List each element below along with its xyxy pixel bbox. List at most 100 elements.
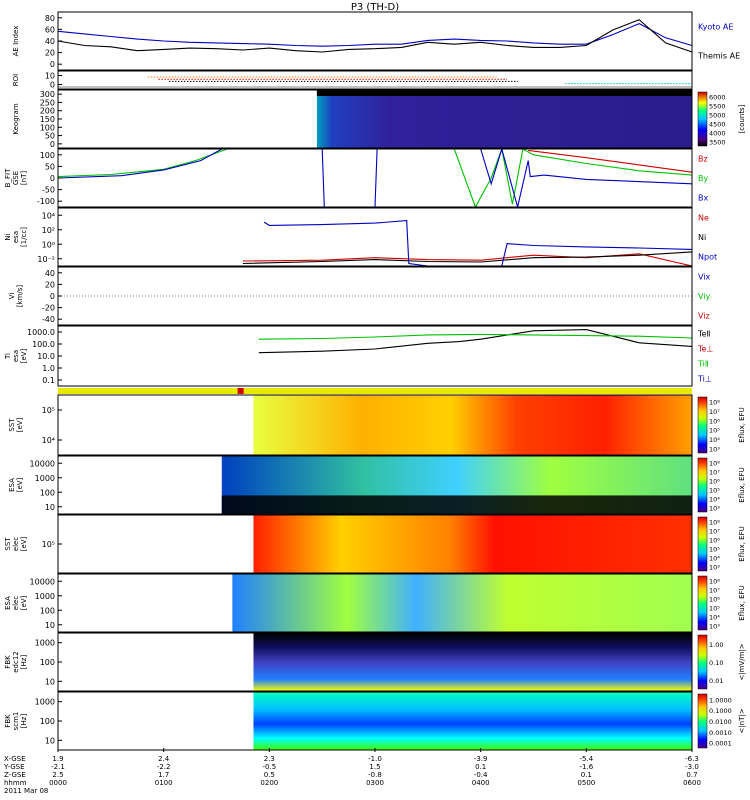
fbk_edc-colorbar-label-text: <|mV/m|> — [738, 643, 746, 680]
sst_ion-ytick-label: 10⁴ — [42, 436, 55, 445]
keogram-ytick-label: 250 — [40, 98, 55, 107]
x-tick-label-hhmm: 0300 — [366, 779, 384, 787]
keogram-ytick-label: 50 — [45, 132, 55, 141]
fbk_scm-colorbar-tick: 1.0000 — [709, 696, 732, 704]
ni-legend-1: Ni — [698, 233, 706, 242]
esa_ion-colorbar — [697, 457, 708, 513]
ni-ylabel-line: Ni — [4, 233, 12, 240]
vi-ylabel: Vi [km/s] — [8, 285, 24, 308]
fbk_scm-colorbar-label: <|nT|> — [738, 708, 746, 733]
ae-frame — [57, 11, 693, 71]
x-tick-label-y_gse: 1.5 — [369, 763, 380, 771]
ti-ytick-label: 0.1 — [42, 376, 55, 385]
bfit-series-Bx — [57, 147, 693, 208]
fbk_scm-ylabel-line: [Hz] — [20, 714, 28, 729]
x-tick-label-z_gse: -0.8 — [368, 771, 382, 779]
x-tick-label-y_gse: -3.0 — [685, 763, 699, 771]
ni-series-Npot — [263, 220, 693, 267]
x-axis-row-label: Z-GSE — [4, 771, 26, 779]
figure-title: P3 (TH-D) — [351, 2, 399, 13]
vi-ytick-label: 0 — [50, 292, 55, 301]
sst_elec-colorbar — [697, 516, 708, 572]
esa_elec-colorbar-tick: 10⁵ — [709, 605, 720, 613]
fbk_scm-colorbar-tick: 0.0010 — [709, 729, 732, 737]
esa_ion-colorbar-tick: 10⁴ — [709, 496, 720, 504]
ti-ylabel-line: Ti — [4, 353, 12, 360]
esa_ion-ylabel: ESA [eV] — [8, 477, 24, 492]
keogram-ylabel-line: Keogram — [12, 103, 20, 134]
bfit-series-By — [57, 146, 693, 209]
ae-series-Themis AE — [57, 19, 693, 53]
esa_elec-colorbar-tick: 10⁷ — [709, 587, 720, 595]
keogram-ytick-label: 300 — [40, 90, 55, 99]
esa_elec-ytick-label: 10 — [45, 621, 55, 630]
bfit-ytick-label: 0 — [50, 174, 55, 183]
keogram-spectrogram — [316, 90, 692, 148]
keogram-colorbar-tick: 4000 — [709, 130, 726, 138]
fbk_scm-colorbar-label-text: <|nT|> — [738, 708, 746, 733]
keogram-ylabel: Keogram — [12, 103, 20, 134]
ti-ylabel-line: esa — [12, 350, 20, 362]
fbk_scm-colorbar-tick: 0.0001 — [709, 740, 732, 748]
x-tick-label-x_gse: -3.9 — [474, 755, 488, 763]
vi-ylabel-line: [km/s] — [16, 285, 24, 308]
roi-ylabel: ROI — [12, 74, 20, 86]
esa_ion-colorbar-tick: 10⁶ — [709, 478, 720, 486]
bfit-legend-0: Bz — [698, 155, 708, 164]
sst_elec-colorbar-tick: 10⁵ — [709, 546, 720, 554]
ni-ylabel: Ni esa [1/cc] — [4, 227, 28, 247]
sst_ion-colorbar-tick: 10⁸ — [709, 399, 720, 407]
x-tick-label-hhmm: 0000 — [49, 779, 67, 787]
esa_elec-colorbar-tick: 10⁸ — [709, 578, 720, 586]
esa_ion-colorbar-label-text: Eflux, EFU — [738, 467, 746, 502]
x-axis-row-label: Y-GSE — [3, 763, 25, 771]
sst_ion-colorbar-label-text: Eflux, EFU — [738, 407, 746, 442]
keogram-colorbar-label: [counts] — [738, 104, 746, 133]
sst_elec-colorbar-tick: 10⁸ — [709, 519, 720, 527]
vi-legend-1: Viy — [698, 292, 711, 301]
sst_elec-ylabel: SST elec [eV] — [4, 536, 28, 551]
x-tick-label-hhmm: 0200 — [260, 779, 278, 787]
ni-series-Ni — [242, 251, 693, 265]
vi-ytick-label: 40 — [45, 269, 55, 278]
ae-ytick-label: 60 — [45, 25, 55, 34]
bfit-ylabel-line: B_FIT — [4, 168, 12, 187]
sst_ion-colorbar — [697, 396, 708, 454]
fbk_scm-ylabel-line: scm1 — [12, 712, 20, 731]
sst_elec-colorbar-label-text: Eflux, EFU — [738, 526, 746, 561]
fbk_scm-ylabel: FBK scm1 [Hz] — [4, 712, 28, 731]
esa_elec-spectrogram — [232, 574, 692, 632]
keogram-ytick-label: 150 — [40, 115, 55, 124]
keogram-colorbar-tick: 6000 — [709, 94, 726, 102]
sst_elec-ytick-label: 10⁵ — [42, 540, 55, 549]
keogram-ytick-label: 100 — [40, 123, 55, 132]
ti-ylabel: Ti esa [eV] — [4, 348, 28, 363]
bfit-ylabel-line: GSE — [12, 171, 20, 185]
fbk_scm-ytick-label: 100 — [40, 717, 55, 726]
fbk_edc-ytick-label: 10 — [45, 677, 55, 686]
fbk_edc-colorbar — [697, 634, 708, 690]
esa_ion-colorbar-tick: 10⁷ — [709, 469, 720, 477]
keogram-colorbar-tick: 3500 — [709, 139, 726, 147]
ti-ytick-label: 100.0 — [32, 340, 55, 349]
x-tick-label-y_gse: -1.6 — [579, 763, 593, 771]
esa_ion-ytick-label: 1000 — [35, 474, 55, 483]
esa_ion-frame — [57, 455, 693, 515]
esa_elec-colorbar-tick: 10³ — [709, 623, 720, 631]
x-tick-label-hhmm: 0100 — [155, 779, 173, 787]
esa_elec-ytick-label: 10000 — [30, 577, 55, 586]
x-tick-label-x_gse: 1.9 — [52, 755, 63, 763]
ni-legend-2: Npot — [698, 252, 717, 261]
ni-ylabel-line: esa — [12, 231, 20, 243]
sst_ion-ylabel-line: [eV] — [16, 417, 24, 432]
sst_elec-ylabel-line: elec — [12, 537, 20, 552]
esa_elec-ylabel: ESA elec [eV] — [4, 595, 28, 610]
ni-ylabel-line: [1/cc] — [20, 227, 28, 247]
sst_ion-colorbar-tick: 10³ — [709, 445, 720, 453]
roi-ytick-label: 10 — [45, 72, 55, 81]
fbk_edc-colorbar-tick: 0.10 — [709, 659, 723, 667]
ni-ytick-label: 10² — [42, 226, 55, 235]
esa_ion-ytick-label: 10 — [45, 503, 55, 512]
ae-ytick-label: 40 — [45, 37, 55, 46]
keogram-ytick-label: 0 — [50, 140, 55, 149]
